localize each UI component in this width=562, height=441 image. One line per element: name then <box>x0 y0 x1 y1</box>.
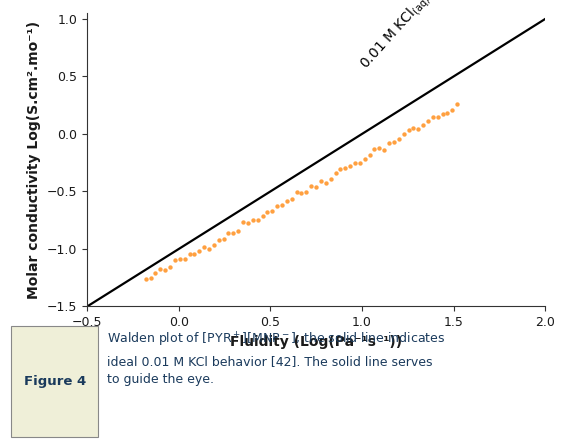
Point <box>205 245 214 252</box>
Point <box>170 257 179 264</box>
Point <box>287 196 296 203</box>
Point <box>443 109 452 116</box>
Point <box>229 229 238 236</box>
Point <box>346 162 355 169</box>
Point <box>239 219 248 226</box>
Point <box>336 166 345 173</box>
Point <box>424 117 433 124</box>
Point <box>282 198 291 205</box>
Point <box>331 170 340 177</box>
Point <box>292 188 301 195</box>
Point <box>302 189 311 196</box>
Point <box>321 179 330 187</box>
Point <box>166 263 175 270</box>
Point <box>409 124 418 131</box>
Point <box>380 146 389 153</box>
Point <box>311 183 320 191</box>
Point <box>263 208 272 215</box>
Point <box>375 145 384 152</box>
Point <box>268 208 277 215</box>
Y-axis label: Molar conductivity Log(S.cm².mo⁻¹): Molar conductivity Log(S.cm².mo⁻¹) <box>28 21 42 299</box>
Point <box>389 138 398 145</box>
Point <box>341 164 350 171</box>
Point <box>151 270 160 277</box>
Point <box>384 139 393 146</box>
Point <box>195 247 204 254</box>
Point <box>404 127 413 134</box>
Point <box>351 160 360 167</box>
Text: 0.01 M KCl$_{\rm (aq)}$: 0.01 M KCl$_{\rm (aq)}$ <box>357 0 435 74</box>
Point <box>141 276 150 283</box>
Point <box>156 265 165 273</box>
Point <box>419 121 428 128</box>
Point <box>180 256 189 263</box>
Point <box>258 212 267 219</box>
Point <box>438 110 447 117</box>
Point <box>175 256 184 263</box>
Point <box>253 217 262 224</box>
Point <box>448 107 457 114</box>
Point <box>278 202 287 209</box>
Point <box>326 176 335 183</box>
Point <box>210 242 219 249</box>
Point <box>273 202 282 209</box>
Point <box>185 251 194 258</box>
Point <box>355 159 364 166</box>
Point <box>200 243 209 250</box>
Point <box>365 152 374 159</box>
Point <box>370 146 379 153</box>
Point <box>433 114 442 121</box>
Text: Figure 4: Figure 4 <box>24 375 86 388</box>
Point <box>360 155 369 162</box>
Point <box>234 228 243 235</box>
Point <box>190 250 199 257</box>
Point <box>146 274 155 281</box>
Point <box>414 125 423 132</box>
Point <box>248 217 257 224</box>
Point <box>219 235 228 242</box>
Point <box>224 229 233 236</box>
Point <box>395 136 404 143</box>
Point <box>243 220 252 227</box>
Point <box>399 131 408 138</box>
Point <box>307 182 316 189</box>
Point <box>214 237 223 244</box>
Point <box>428 113 437 120</box>
Point <box>316 178 325 185</box>
Point <box>161 266 170 273</box>
Text: Walden plot of [PYR$^+$][MNP$^-$], the solid line indicates
ideal 0.01 M KCl beh: Walden plot of [PYR$^+$][MNP$^-$], the s… <box>107 331 445 386</box>
X-axis label: Fluidity (Log(Pa⁻¹s⁻¹)): Fluidity (Log(Pa⁻¹s⁻¹)) <box>230 335 402 349</box>
Point <box>453 100 462 107</box>
Point <box>297 189 306 196</box>
